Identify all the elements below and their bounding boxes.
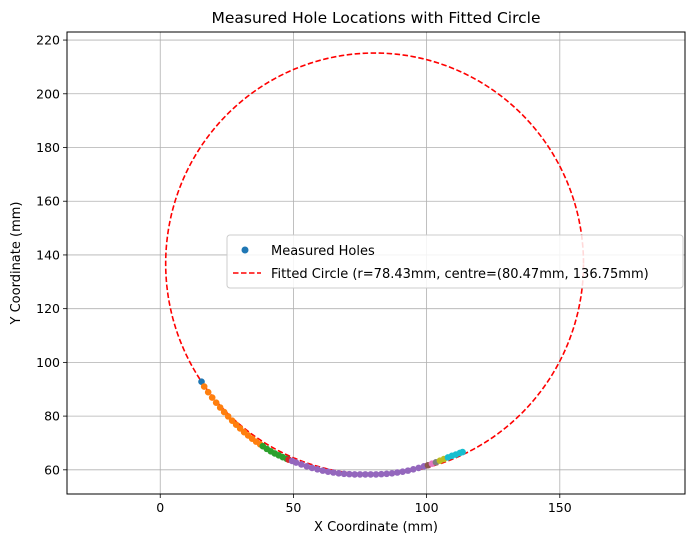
measured-hole-point — [292, 459, 300, 466]
measured-hole-point — [204, 388, 212, 396]
x-tick-label: 100 — [415, 500, 439, 515]
x-tick-label: 50 — [285, 500, 301, 515]
measured-hole-point — [356, 471, 364, 478]
measured-hole-point — [362, 471, 369, 478]
measured-hole-point — [346, 470, 353, 478]
y-axis-ticks: 60 80 100 120 140 160 180 200 220 — [36, 33, 67, 477]
measured-hole-point — [351, 471, 358, 478]
measured-hole-point — [200, 383, 208, 390]
y-tick-label: 180 — [36, 140, 60, 155]
measured-hole-point — [224, 413, 232, 420]
plot-frame — [66, 31, 686, 495]
y-tick-label: 60 — [44, 462, 60, 477]
fitted-circle-layer — [164, 52, 585, 476]
legend-label-fitted-circle: Fitted Circle (r=78.43mm, centre=(80.47m… — [271, 267, 649, 282]
measured-hole-point — [378, 470, 385, 478]
y-axis-title: Y Coordinate (mm) — [9, 202, 24, 326]
measured-hole-point — [383, 470, 390, 478]
measured-hole-point — [335, 470, 343, 477]
measured-hole-point — [399, 468, 406, 476]
measured-hole-point — [340, 470, 348, 478]
x-tick-label: 150 — [548, 500, 572, 515]
measured-hole-point — [404, 467, 412, 474]
x-axis-ticks: 0 50 100 150 — [156, 494, 572, 515]
points-layer — [198, 378, 466, 478]
x-axis-title: X Coordinate (mm) — [314, 520, 438, 535]
measured-hole-point — [324, 468, 332, 476]
measured-hole-point — [216, 404, 224, 411]
measured-hole-point — [308, 464, 316, 472]
measured-hole-point — [220, 408, 228, 416]
measured-hole-point — [298, 461, 305, 468]
x-tick-label: 0 — [156, 500, 164, 515]
y-tick-label: 160 — [36, 194, 60, 209]
y-tick-label: 100 — [36, 355, 60, 370]
measured-hole-point — [314, 465, 321, 473]
measured-hole-point — [372, 471, 380, 478]
measured-hole-point — [228, 417, 236, 424]
legend-box — [226, 234, 684, 289]
measured-hole-point — [415, 464, 422, 472]
measured-hole-point — [303, 463, 311, 470]
legend: Measured Holes Fitted Circle (r=78.43mm,… — [226, 234, 684, 289]
legend-marker-measured-holes — [241, 246, 249, 254]
measured-hole-point — [198, 378, 205, 386]
measured-hole-point — [409, 465, 417, 473]
fitted-circle — [164, 52, 585, 476]
measured-hole-point — [367, 471, 374, 478]
measured-hole-point — [330, 469, 337, 476]
y-tick-label: 80 — [44, 409, 60, 424]
measured-hole-point — [459, 448, 466, 456]
chart-title: Measured Hole Locations with Fitted Circ… — [212, 9, 541, 27]
measured-hole-point — [212, 399, 220, 406]
legend-label-measured-holes: Measured Holes — [271, 244, 375, 259]
y-tick-label: 200 — [36, 86, 60, 101]
y-tick-label: 120 — [36, 301, 60, 316]
y-tick-label: 140 — [36, 247, 60, 262]
measured-hole-point — [208, 394, 216, 401]
y-tick-label: 220 — [36, 33, 60, 48]
measured-hole-point — [394, 469, 401, 476]
measured-hole-point — [319, 467, 327, 474]
measured-hole-point — [388, 470, 396, 477]
